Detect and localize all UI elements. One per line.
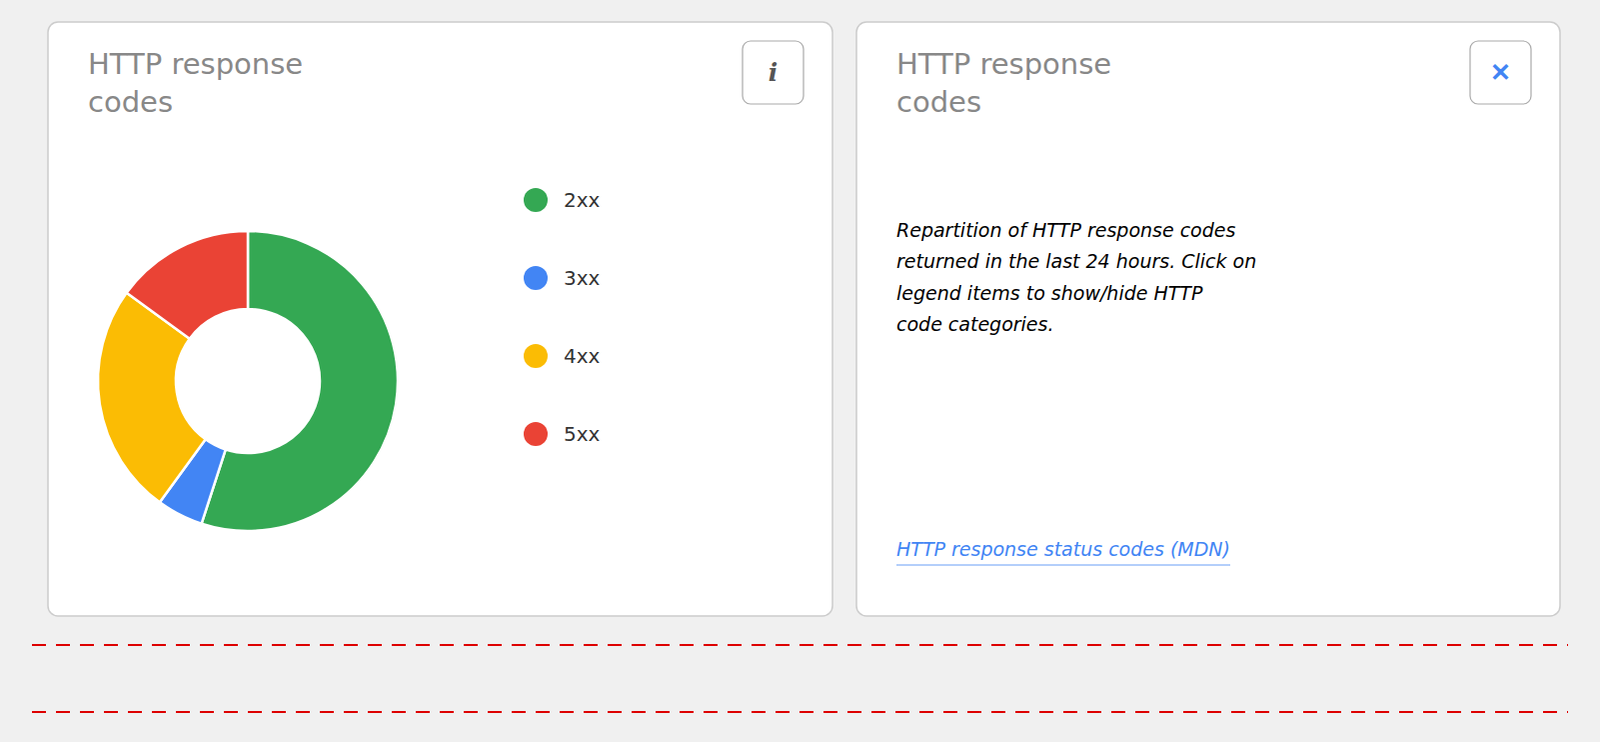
title: HTTP responsecodes [896, 46, 1112, 119]
legend-item[interactable]: 4xx [523, 343, 601, 368]
link-underline[interactable] [896, 564, 1231, 566]
legend-item[interactable]: 3xx [523, 265, 601, 290]
legend-swatch[interactable] [523, 265, 548, 290]
legend-label[interactable]: 2xx [563, 187, 601, 212]
legend-item[interactable]: 2xx [523, 187, 601, 212]
background [0, 0, 1600, 742]
legend-label[interactable]: 5xx [563, 421, 601, 446]
link-text[interactable]: HTTP response status codes (MDN) [896, 537, 1231, 560]
canvas: HTTP responsecodes HTTP responsecodes i ✕ 2x… [0, 0, 1600, 742]
legend-swatch[interactable] [523, 187, 548, 212]
close-button-frame[interactable] [1470, 40, 1532, 104]
left-panel [47, 21, 833, 616]
legend: 2xx 3xx 4xx 5xx [523, 187, 601, 446]
legend-label[interactable]: 4xx [563, 343, 601, 368]
legend-swatch[interactable] [523, 343, 548, 368]
info-button[interactable]: i [742, 40, 804, 104]
info-button-frame[interactable] [742, 40, 804, 104]
slice [126, 230, 248, 339]
link[interactable]: HTTP response status codes (MDN) [896, 537, 1231, 565]
right-panel [856, 21, 1561, 616]
separator [31, 643, 1569, 646]
close-button[interactable]: ✕ [1470, 40, 1532, 104]
legend-item[interactable]: 5xx [523, 421, 601, 446]
separator [31, 710, 1569, 713]
description: Repartition of HTTP response codesreturn… [896, 218, 1257, 335]
info-button-label[interactable]: i [768, 57, 779, 87]
legend-label[interactable]: 3xx [563, 265, 601, 290]
legend-swatch[interactable] [523, 421, 548, 446]
close-button-label[interactable]: ✕ [1490, 57, 1512, 87]
title: HTTP responsecodes [87, 46, 303, 119]
donut [97, 230, 398, 531]
